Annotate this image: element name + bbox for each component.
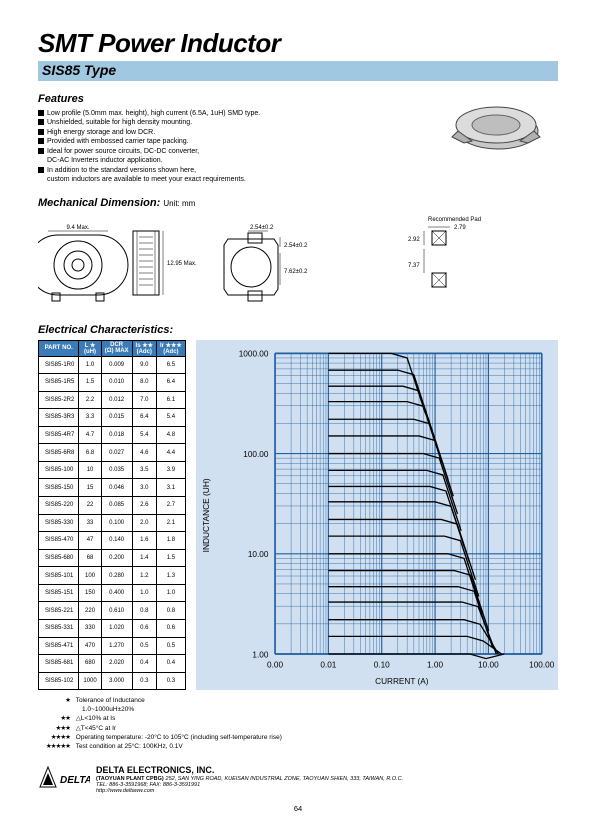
col-header: L ★ (uH) bbox=[79, 340, 101, 356]
address: 252, SAN YING ROAD, KUEISAN INDUSTRIAL Z… bbox=[166, 776, 404, 782]
svg-text:CURRENT (A): CURRENT (A) bbox=[375, 676, 429, 686]
table-row: SIS85-470470.1401.61.8 bbox=[39, 532, 186, 550]
table-row: SIS85-3R33.30.0156.45.4 bbox=[39, 409, 186, 427]
subtitle: SIS85 Type bbox=[42, 62, 116, 78]
feature-item: Provided with embossed carrier tape pack… bbox=[38, 137, 260, 146]
svg-text:Recommended Pad: Recommended Pad bbox=[428, 217, 481, 223]
features-list: Low profile (5.0mm max. height), high cu… bbox=[38, 109, 260, 185]
table-row: SIS85-1R51.50.0108.06.4 bbox=[39, 374, 186, 392]
mech-heading: Mechanical Dimension: Unit: mm bbox=[38, 197, 558, 209]
inductance-chart: INDUCTANCE (UH) CURRENT (A) 1.00 10.00 100… bbox=[196, 340, 558, 691]
dim-width: 9.4 Max. bbox=[66, 225, 89, 231]
svg-text:10.00: 10.00 bbox=[478, 659, 499, 669]
component-image bbox=[438, 91, 558, 161]
mechanical-drawings: 9.4 Max. 5.0 Max. 12.95 Max. bbox=[38, 213, 558, 307]
company-name: DELTA ELECTRONICS, INC. bbox=[96, 765, 403, 775]
table-row: SIS85-680680.2001.41.5 bbox=[39, 549, 186, 567]
svg-text:1.00: 1.00 bbox=[427, 659, 443, 669]
svg-text:100.00: 100.00 bbox=[243, 448, 269, 458]
svg-text:0.01: 0.01 bbox=[320, 659, 336, 669]
svg-text:10.00: 10.00 bbox=[248, 549, 269, 559]
doc-title: SMT Power Inductor bbox=[38, 28, 558, 59]
subtitle-bar: SIS85 Type bbox=[38, 61, 558, 81]
feature-item: Unshielded, suitable for high density mo… bbox=[38, 118, 260, 127]
table-row: SIS85-3313301.0200.60.6 bbox=[39, 619, 186, 637]
table-row: SIS85-220220.0852.62.7 bbox=[39, 497, 186, 515]
table-row: SIS85-2R22.20.0127.06.1 bbox=[39, 391, 186, 409]
svg-text:7.62±0.2: 7.62±0.2 bbox=[284, 269, 308, 275]
table-row: SIS85-1011000.2801.21.3 bbox=[39, 567, 186, 585]
svg-text:100.00: 100.00 bbox=[529, 659, 555, 669]
svg-text:0.10: 0.10 bbox=[373, 659, 389, 669]
svg-text:2.79: 2.79 bbox=[454, 225, 466, 231]
footnotes: ★ Tolerance of Inductance1.0~1000uH±20%★… bbox=[38, 696, 558, 751]
mech-unit: Unit: mm bbox=[163, 199, 195, 208]
svg-text:1000.00: 1000.00 bbox=[239, 348, 269, 358]
col-header: PART NO. bbox=[39, 340, 79, 356]
col-header: Is ★★ (Adc) bbox=[132, 340, 156, 356]
svg-text:2.54±0.2: 2.54±0.2 bbox=[250, 225, 274, 231]
ec-table: PART NO.L ★ (uH)DCR (Ω) MAXIs ★★ (Adc)Ir… bbox=[38, 340, 186, 691]
delta-logo: DELTA bbox=[38, 765, 90, 791]
table-row: SIS85-10210003.0000.30.3 bbox=[39, 672, 186, 690]
page-number: 64 bbox=[38, 804, 558, 821]
col-header: DCR (Ω) MAX bbox=[101, 340, 132, 356]
table-row: SIS85-2212200.6100.80.8 bbox=[39, 602, 186, 620]
feature-item: High energy storage and low DCR. bbox=[38, 128, 260, 137]
svg-text:DELTA: DELTA bbox=[60, 775, 90, 786]
svg-text:2.92: 2.92 bbox=[408, 237, 420, 243]
ec-heading: Electrical Characteristics: bbox=[38, 324, 558, 336]
table-row: SIS85-1511500.4001.01.0 bbox=[39, 584, 186, 602]
feature-item: In addition to the standard versions sho… bbox=[38, 166, 260, 185]
footer: DELTA DELTA ELECTRONICS, INC. (TAOYUAN P… bbox=[38, 765, 558, 794]
svg-text:7.37: 7.37 bbox=[408, 263, 420, 269]
table-row: SIS85-1R01.00.0099.06.5 bbox=[39, 356, 186, 374]
plant-label: (TAOYUAN PLANT CPBG) bbox=[96, 776, 164, 782]
table-row: SIS85-4714701.2700.50.5 bbox=[39, 637, 186, 655]
col-header: Ir ★★★ (Adc) bbox=[156, 340, 185, 356]
svg-text:INDUCTANCE (UH): INDUCTANCE (UH) bbox=[201, 478, 211, 552]
table-row: SIS85-100100.0353.53.9 bbox=[39, 461, 186, 479]
feature-item: Ideal for power source circuits, DC-DC c… bbox=[38, 147, 260, 166]
svg-text:1.00: 1.00 bbox=[252, 649, 268, 659]
svg-text:2.54±0.2: 2.54±0.2 bbox=[284, 243, 308, 249]
table-row: SIS85-6R86.80.0274.64.4 bbox=[39, 444, 186, 462]
table-row: SIS85-4R74.70.0185.44.8 bbox=[39, 426, 186, 444]
svg-text:0.00: 0.00 bbox=[267, 659, 283, 669]
features-heading: Features bbox=[38, 93, 260, 105]
mech-heading-text: Mechanical Dimension: bbox=[38, 197, 160, 209]
feature-item: Low profile (5.0mm max. height), high cu… bbox=[38, 109, 260, 118]
table-row: SIS85-6816802.0200.40.4 bbox=[39, 655, 186, 673]
url: http://www.deltaww.com bbox=[96, 788, 403, 794]
table-row: SIS85-330330.1002.02.1 bbox=[39, 514, 186, 532]
table-row: SIS85-150150.0463.03.1 bbox=[39, 479, 186, 497]
svg-text:12.95 Max.: 12.95 Max. bbox=[167, 261, 197, 267]
